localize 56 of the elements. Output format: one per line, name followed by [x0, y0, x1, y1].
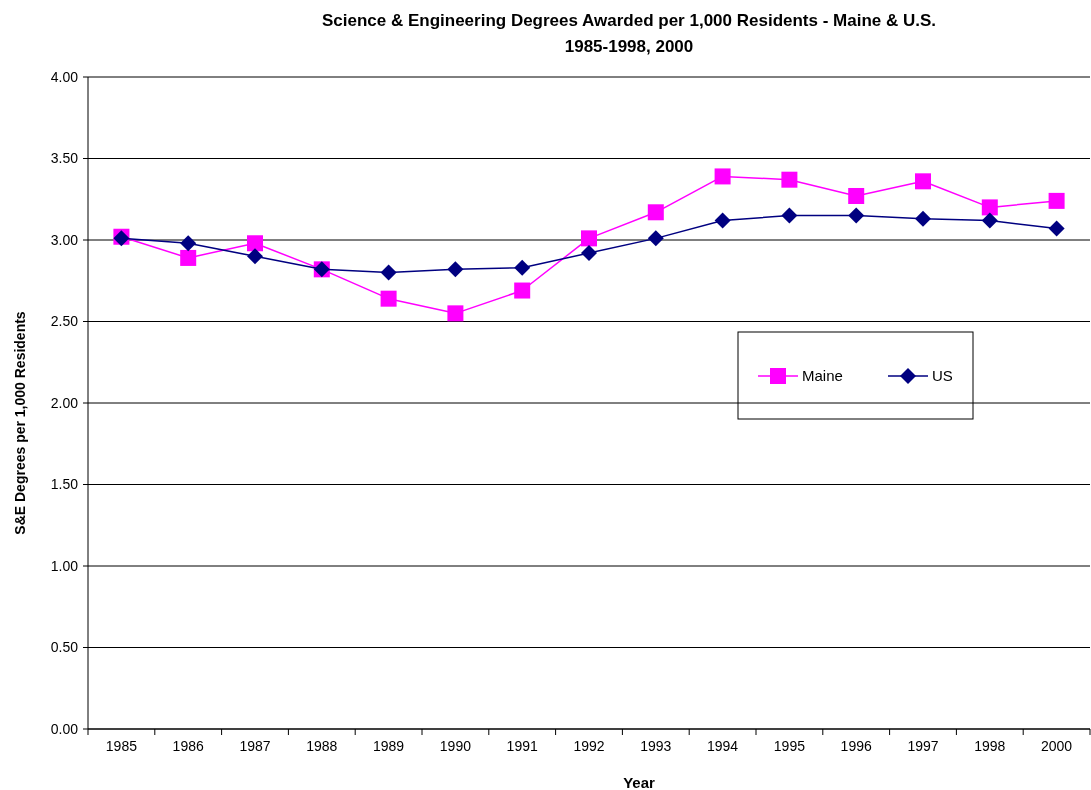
x-tick-label: 1987	[239, 738, 271, 754]
point	[380, 264, 397, 281]
point	[781, 207, 798, 224]
point	[1048, 220, 1065, 237]
x-tick-label: 1989	[373, 738, 405, 754]
point	[447, 305, 464, 322]
point	[647, 204, 664, 221]
chart-title: Science & Engineering Degrees Awarded per 1,000 Residents - Maine & U.S.	[321, 11, 937, 30]
point	[848, 187, 865, 204]
point	[1048, 192, 1065, 209]
y-tick-label: 1.50	[50, 476, 79, 493]
point	[514, 259, 531, 276]
y-axis-title: S&E Degrees per 1,000 Residents	[12, 311, 28, 535]
x-tick-label: 1993	[640, 738, 672, 754]
point	[180, 249, 197, 266]
chart-subtitle: 1985-1998, 2000	[564, 37, 694, 56]
point	[247, 248, 263, 265]
y-tick-label: 0.50	[50, 639, 79, 656]
y-tick-label: 2.00	[50, 394, 79, 411]
point	[581, 245, 597, 262]
x-tick-label: 1995	[773, 738, 806, 754]
x-axis-title: Year	[623, 774, 656, 790]
point	[180, 235, 197, 252]
point	[714, 168, 731, 185]
point	[447, 261, 464, 278]
x-tick-label: 1985	[105, 738, 138, 754]
y-tick-label: 0.00	[50, 720, 79, 737]
x-tick-label: 1998	[974, 738, 1006, 754]
y-tick-label: 3.50	[50, 150, 79, 167]
point	[647, 230, 664, 247]
y-tick-label: 3.00	[50, 231, 79, 248]
x-tick-label: 1991	[506, 738, 538, 754]
point	[714, 212, 731, 229]
point	[915, 210, 931, 227]
x-tick-label: 1992	[573, 738, 605, 754]
x-tick-label: 1994	[707, 738, 739, 754]
point	[514, 282, 531, 299]
point	[380, 290, 397, 307]
point	[781, 171, 798, 188]
point	[981, 212, 998, 229]
point	[247, 235, 263, 252]
x-tick-label: 1996	[840, 738, 872, 754]
y-tick-label: 4.00	[50, 68, 79, 85]
x-tick-label: 1997	[907, 738, 939, 754]
x-tick-label: 2000	[1041, 738, 1073, 754]
x-tick-label: 1986	[172, 738, 204, 754]
y-tick-label: 2.50	[50, 313, 79, 330]
legend-label: Maine	[802, 367, 843, 385]
point	[981, 199, 998, 216]
x-tick-label: 1988	[306, 738, 338, 754]
x-tick-label: 1990	[439, 738, 472, 754]
point	[581, 230, 597, 247]
point	[848, 207, 865, 224]
y-tick-label: 1.00	[50, 557, 79, 574]
legend-label: US	[932, 367, 953, 385]
point	[915, 173, 931, 190]
